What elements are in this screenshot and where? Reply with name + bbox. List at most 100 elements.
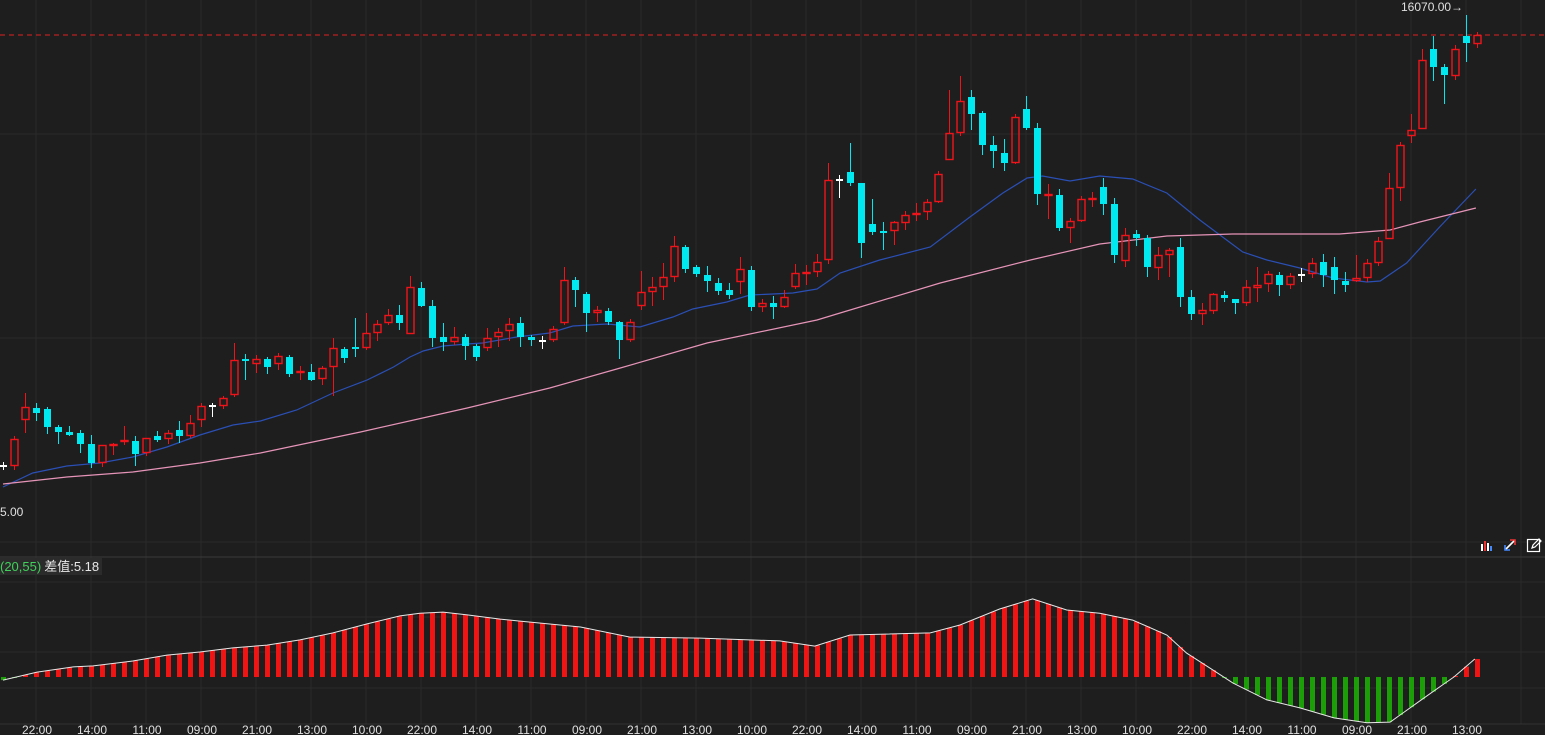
candle-body: [77, 433, 84, 444]
candle: [990, 136, 997, 168]
candle-body: [429, 306, 436, 338]
candle: [1451, 45, 1460, 80]
histogram-bar: [89, 666, 94, 677]
histogram-bar: [1156, 631, 1161, 677]
histogram-bar: [947, 627, 952, 677]
histogram-bar: [408, 614, 413, 677]
candle-body: [901, 214, 910, 224]
histogram-bar: [738, 639, 743, 677]
histogram-bar: [507, 619, 512, 677]
candle: [66, 426, 73, 436]
x-tick-label: 21:00: [1012, 723, 1042, 735]
candle-body: [286, 357, 293, 374]
histogram-bar: [1343, 677, 1348, 720]
histogram-bar: [1266, 677, 1271, 701]
histogram-bar: [1112, 616, 1117, 677]
candle: [1188, 290, 1195, 320]
candle: [637, 271, 646, 310]
histogram-bar: [936, 630, 941, 677]
histogram-bar: [23, 674, 28, 677]
candle: [934, 171, 943, 203]
candle: [176, 421, 183, 443]
x-tick-label: 11:00: [1287, 723, 1316, 735]
indicator-histogram: [1, 598, 1480, 724]
candle-body: [626, 321, 635, 341]
candle: [483, 328, 492, 351]
candle: [462, 334, 469, 360]
candle-body: [186, 422, 195, 437]
expand-icon[interactable]: [1502, 537, 1518, 553]
histogram-bar: [771, 640, 776, 677]
histogram-bar: [716, 638, 721, 677]
candle: [1232, 299, 1239, 314]
candle-body: [98, 444, 107, 464]
histogram-bar: [1090, 612, 1095, 677]
candle-body: [1407, 129, 1416, 137]
candle: [1320, 254, 1327, 287]
x-tick-label: 14:00: [462, 723, 492, 735]
candle: [450, 327, 459, 345]
histogram-bar: [1244, 677, 1249, 690]
candle: [55, 425, 62, 444]
candle: [186, 415, 195, 438]
candle-body: [517, 323, 524, 337]
candle-body: [1253, 284, 1262, 289]
x-tick-label: 22:00: [407, 723, 437, 735]
candle: [1441, 64, 1448, 104]
histogram-bar: [56, 669, 61, 677]
candle: [682, 245, 689, 273]
candle: [748, 266, 755, 311]
candle-body: [1352, 277, 1361, 282]
candle: [21, 393, 30, 433]
histogram-bar: [727, 639, 732, 677]
candle: [98, 444, 107, 467]
candle: [858, 183, 865, 258]
x-tick-label: 09:00: [1342, 723, 1372, 735]
candle-body: [758, 302, 767, 308]
candle-body: [450, 336, 459, 343]
histogram-bar: [683, 637, 688, 677]
candle: [1276, 272, 1283, 296]
histogram-bar: [1200, 662, 1205, 677]
indicator-params: (20,55): [0, 559, 42, 574]
candle-body: [1133, 234, 1140, 238]
candle: [362, 313, 371, 350]
candle: [274, 353, 283, 370]
candle: [593, 306, 602, 322]
histogram-bar: [364, 624, 369, 677]
bar-chart-icon[interactable]: [1478, 537, 1494, 553]
histogram-bar: [1442, 677, 1447, 684]
histogram-bar: [958, 624, 963, 677]
histogram-bar: [1145, 626, 1150, 677]
candle-body: [682, 247, 689, 269]
histogram-bar: [1409, 677, 1414, 708]
candle-body: [1342, 281, 1349, 285]
candle-body: [252, 358, 261, 365]
moving-average-line-1: [2, 175, 1477, 488]
histogram-bar: [650, 637, 655, 677]
x-tick-label: 13:00: [1067, 723, 1097, 735]
candle: [120, 426, 129, 445]
chart-toolbar: [1478, 537, 1542, 553]
candle: [0, 462, 7, 470]
candle-body: [164, 432, 173, 440]
candle-body: [1011, 116, 1020, 164]
candle-body: [1188, 297, 1195, 314]
candle: [726, 283, 733, 299]
histogram-bar: [870, 634, 875, 677]
candle-body: [605, 311, 612, 322]
candle: [1430, 36, 1437, 81]
candle: [670, 236, 679, 282]
candle-body: [1418, 59, 1427, 130]
candle: [373, 320, 382, 341]
edit-icon[interactable]: [1526, 537, 1542, 553]
candle-body: [528, 337, 535, 340]
histogram-bar: [1134, 621, 1139, 677]
candle-body: [132, 441, 139, 454]
candle-body: [736, 268, 745, 283]
histogram-bar: [595, 630, 600, 677]
histogram-bar: [67, 667, 72, 677]
candle-body: [616, 322, 623, 340]
histogram-bar: [1002, 607, 1007, 677]
